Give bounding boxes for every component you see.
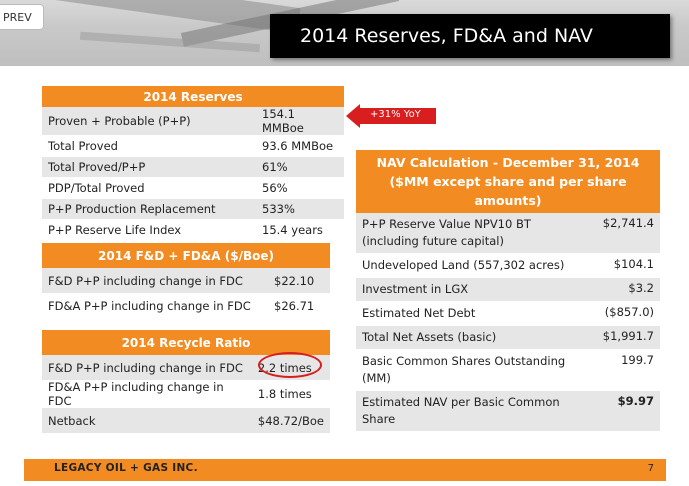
row-label: Estimated Net Debt [356, 301, 574, 326]
company-name: LEGACY OIL + GAS INC. [54, 462, 198, 474]
row-value: 93.6 MMBoe [256, 135, 344, 157]
row-value: 15.4 years [256, 219, 344, 241]
row-value: ($857.0) [574, 301, 660, 326]
table-row: Total Proved 93.6 MMBoe [42, 135, 344, 157]
row-label: P+P Production Replacement [42, 198, 256, 220]
table-row: Basic Common Shares Outstanding (MM) 199… [356, 349, 660, 391]
row-label: F&D P+P including change in FDC [42, 268, 268, 293]
row-label: Total Net Assets (basic) [356, 325, 574, 350]
reserves-header: 2014 Reserves [42, 86, 344, 107]
row-value: $2,741.4 [574, 213, 660, 254]
row-value: 154.1 MMBoe [256, 107, 344, 136]
nav-calculation-table: NAV Calculation - December 31, 2014 ($MM… [356, 150, 660, 432]
prev-button[interactable]: PREV [0, 4, 44, 30]
row-label: P+P Reserve Life Index [42, 219, 256, 241]
recycle-ratio-table: 2014 Recycle Ratio F&D P+P including cha… [42, 330, 330, 433]
left-arrow-icon [346, 104, 436, 128]
row-value: $48.72/Boe [251, 408, 330, 433]
table-row: FD&A P+P including change in FDC $26.71 [42, 293, 330, 318]
row-label: Undeveloped Land (557,302 acres) [356, 253, 574, 278]
table-row: Netback $48.72/Boe [42, 408, 330, 433]
row-value: 56% [256, 177, 344, 199]
row-label: F&D P+P including change in FDC [42, 355, 252, 380]
row-label: FD&A P+P including change in FDC [42, 380, 252, 408]
table-row: Total Proved/P+P 61% [42, 156, 344, 178]
row-label: Total Proved/P+P [42, 156, 256, 178]
table-row: P+P Reserve Life Index 15.4 years [42, 219, 344, 241]
row-value: 199.7 [574, 349, 660, 391]
table-row: Total Net Assets (basic) $1,991.7 [356, 325, 660, 350]
table-row: PDP/Total Proved 56% [42, 177, 344, 199]
fda-header: 2014 F&D + FD&A ($/Boe) [42, 243, 330, 268]
yoy-callout-label: +31% YoY [370, 109, 421, 120]
row-label: PDP/Total Proved [42, 177, 256, 199]
highlight-circle [258, 352, 322, 378]
table-row: Estimated NAV per Basic Common Share $9.… [356, 390, 660, 432]
table-row: Investment in LGX $3.2 [356, 277, 660, 302]
row-value: $9.97 [574, 390, 660, 432]
table-row: F&D P+P including change in FDC $22.10 [42, 268, 330, 293]
table-row: Estimated Net Debt ($857.0) [356, 301, 660, 326]
row-value: $26.71 [268, 293, 330, 318]
row-label: Estimated NAV per Basic Common Share [356, 390, 574, 432]
row-value: 1.8 times [251, 380, 330, 408]
table-row: P+P Reserve Value NPV10 BT (including fu… [356, 213, 660, 254]
table-row: Proven + Probable (P+P) 154.1 MMBoe [42, 107, 344, 136]
row-value: 533% [256, 198, 344, 220]
row-value: 61% [256, 156, 344, 178]
reserves-table: 2014 Reserves Proven + Probable (P+P) 15… [42, 86, 344, 241]
recycle-header: 2014 Recycle Ratio [42, 330, 330, 355]
fda-table: 2014 F&D + FD&A ($/Boe) F&D P+P includin… [42, 243, 330, 318]
row-label: Basic Common Shares Outstanding (MM) [356, 349, 574, 391]
table-row: Undeveloped Land (557,302 acres) $104.1 [356, 253, 660, 278]
row-label: Proven + Probable (P+P) [42, 107, 256, 136]
table-row: FD&A P+P including change in FDC 1.8 tim… [42, 380, 330, 408]
footer-bar: LEGACY OIL + GAS INC. 7 [24, 459, 666, 481]
nav-header: NAV Calculation - December 31, 2014 ($MM… [356, 150, 660, 213]
slide-title: 2014 Reserves, FD&A and NAV [270, 14, 670, 58]
row-value: $3.2 [574, 277, 660, 302]
row-value: $22.10 [268, 268, 330, 293]
table-row: P+P Production Replacement 533% [42, 198, 344, 220]
row-label: FD&A P+P including change in FDC [42, 293, 268, 318]
row-label: Total Proved [42, 135, 256, 157]
nav-header-line2: ($MM except share and per share amounts) [389, 174, 627, 208]
row-label: Netback [42, 408, 252, 433]
yoy-callout: +31% YoY [346, 104, 438, 128]
row-value: $1,991.7 [574, 325, 660, 350]
row-value: $104.1 [574, 253, 660, 278]
nav-header-line1: NAV Calculation - December 31, 2014 [376, 155, 640, 170]
row-label: Investment in LGX [356, 277, 574, 302]
row-label: P+P Reserve Value NPV10 BT (including fu… [356, 213, 574, 254]
page-number: 7 [647, 463, 654, 474]
